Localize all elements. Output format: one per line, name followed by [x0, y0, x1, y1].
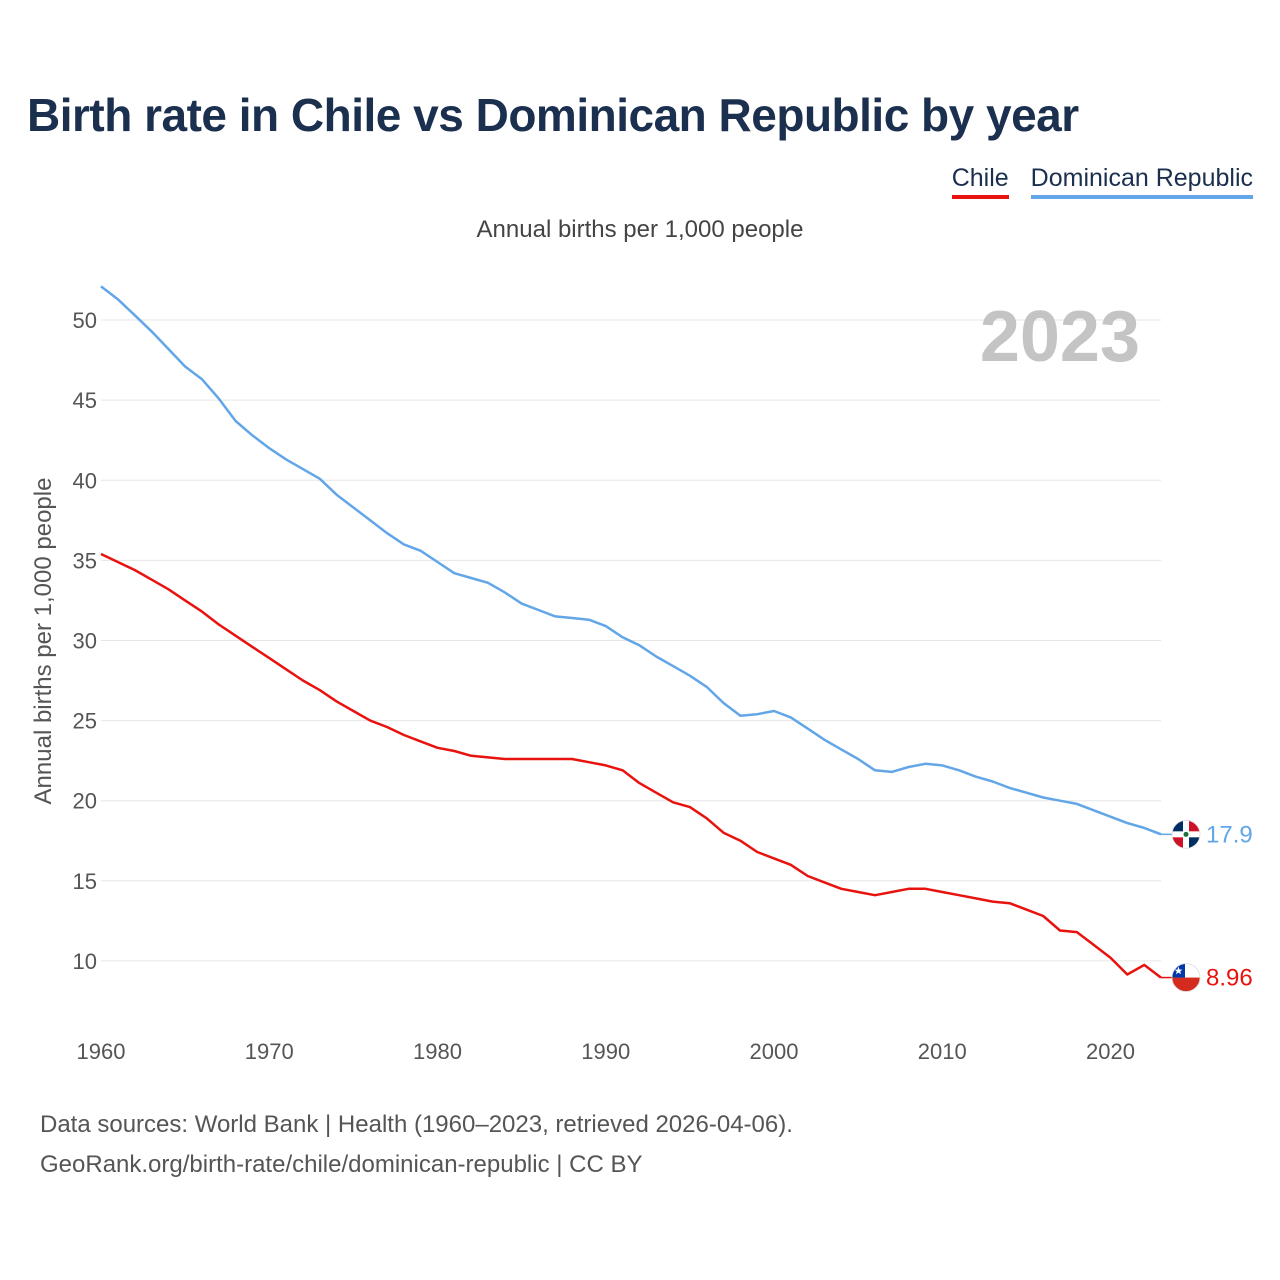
x-tick-label: 1980 [413, 1039, 462, 1064]
legend: Chile Dominican Republic [951, 164, 1253, 199]
x-tick-label: 2010 [918, 1039, 967, 1064]
y-axis-label: Annual births per 1,000 people [30, 478, 57, 805]
source-text: Data sources: World Bank | Health (1960–… [40, 1111, 793, 1138]
x-tick-label: 1960 [77, 1039, 126, 1064]
x-tick-label: 1970 [245, 1039, 294, 1064]
y-tick-label: 15 [73, 869, 97, 894]
y-tick-label: 40 [73, 468, 97, 493]
y-tick-label: 20 [73, 789, 97, 814]
footer: Data sources: World Bank | Health (1960–… [40, 1105, 793, 1185]
year-watermark: 2023 [980, 297, 1140, 377]
y-tick-label: 35 [73, 548, 97, 573]
y-tick-label: 45 [73, 388, 97, 413]
y-tick-label: 25 [73, 709, 97, 734]
end-value-label: 8.96 [1206, 965, 1253, 992]
legend-item-chile[interactable]: Chile [951, 164, 1009, 199]
y-tick-label: 10 [73, 949, 97, 974]
chart-title: Birth rate in Chile vs Dominican Republi… [27, 89, 1079, 141]
series-line-dominican-republic [100, 285, 1162, 836]
y-tick-label: 50 [73, 308, 97, 333]
attribution-text: GeoRank.org/birth-rate/chile/dominican-r… [40, 1151, 643, 1178]
chart-subtitle: Annual births per 1,000 people [476, 216, 804, 243]
dominican-republic-flag-icon [1171, 819, 1201, 849]
series-line-chile [100, 552, 1162, 979]
x-tick-label: 2000 [750, 1039, 799, 1064]
end-value-label: 17.9 [1206, 821, 1253, 848]
y-tick-label: 30 [73, 628, 97, 653]
x-tick-label: 1990 [581, 1039, 630, 1064]
chile-flag-icon [1171, 963, 1201, 992]
x-tick-label: 2020 [1086, 1039, 1135, 1064]
legend-item-dominican-republic[interactable]: Dominican Republic [1030, 164, 1253, 199]
line-chart: 2023 Annual births per 1,000 people 10 15… [30, 285, 1253, 1064]
